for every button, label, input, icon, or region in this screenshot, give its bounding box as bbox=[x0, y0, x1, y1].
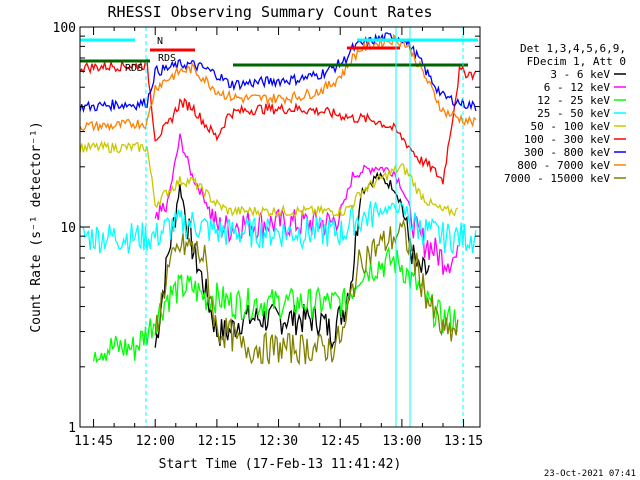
x-tick-label-4: 12:45 bbox=[321, 434, 360, 449]
x-axis-label: Start Time (17-Feb-13 11:41:42) bbox=[159, 457, 402, 472]
series-line-5 bbox=[79, 58, 477, 185]
series-line-8 bbox=[154, 218, 459, 366]
legend-label-8: 7000 - 15000 keV bbox=[504, 172, 610, 185]
annotation-label-2: RDS bbox=[158, 53, 176, 64]
legend-label-5: 100 - 300 keV bbox=[524, 133, 610, 146]
x-tick-label-1: 12:00 bbox=[136, 434, 175, 449]
x-tick-label-0: 11:45 bbox=[74, 434, 113, 449]
y-tick-label-0: 1 bbox=[68, 421, 76, 436]
legend-label-0: 3 - 6 keV bbox=[550, 68, 610, 81]
series-line-7 bbox=[79, 34, 477, 132]
legend-label-2: 12 - 25 keV bbox=[537, 94, 610, 107]
legend-label-3: 25 - 50 keV bbox=[537, 107, 610, 120]
series-line-1 bbox=[154, 133, 459, 275]
legend-header-0: Det 1,3,4,5,6,9, bbox=[520, 42, 626, 55]
annotation-layer: N RDS RDS bbox=[80, 27, 478, 427]
legend-label-1: 6 - 12 keV bbox=[544, 81, 611, 94]
x-tick-label-3: 12:30 bbox=[259, 434, 298, 449]
y-tick-label-2: 100 bbox=[53, 21, 76, 36]
x-tick-label-5: 13:00 bbox=[382, 434, 421, 449]
series-line-2 bbox=[92, 246, 458, 364]
legend: Det 1,3,4,5,6,9,FDecim 1, Att 03 - 6 keV… bbox=[504, 42, 626, 185]
chart-title: RHESSI Observing Summary Count Rates bbox=[107, 3, 432, 21]
y-axis: 1 10 100 bbox=[53, 21, 480, 436]
y-axis-label: Count Rate (s⁻¹ detector⁻¹) bbox=[29, 121, 44, 332]
series-layer bbox=[79, 32, 477, 366]
footer-timestamp: 23-Oct-2021 07:41 bbox=[544, 469, 636, 479]
legend-label-4: 50 - 100 keV bbox=[531, 120, 611, 133]
series-line-3 bbox=[79, 201, 477, 256]
legend-label-7: 800 - 7000 keV bbox=[517, 159, 610, 172]
legend-header-1: FDecim 1, Att 0 bbox=[527, 55, 626, 68]
y-tick-label-1: 10 bbox=[60, 221, 76, 236]
x-tick-label-2: 12:15 bbox=[197, 434, 236, 449]
x-tick-label-6: 13:15 bbox=[444, 434, 483, 449]
series-line-0 bbox=[154, 171, 430, 350]
series-line-4 bbox=[79, 140, 459, 218]
annotation-label-1: RDS bbox=[125, 63, 143, 74]
legend-label-6: 300 - 800 keV bbox=[524, 146, 610, 159]
x-axis: 11:45 12:00 12:15 12:30 12:45 13:00 13:15 bbox=[74, 27, 483, 449]
annotation-label-0: N bbox=[157, 36, 163, 47]
